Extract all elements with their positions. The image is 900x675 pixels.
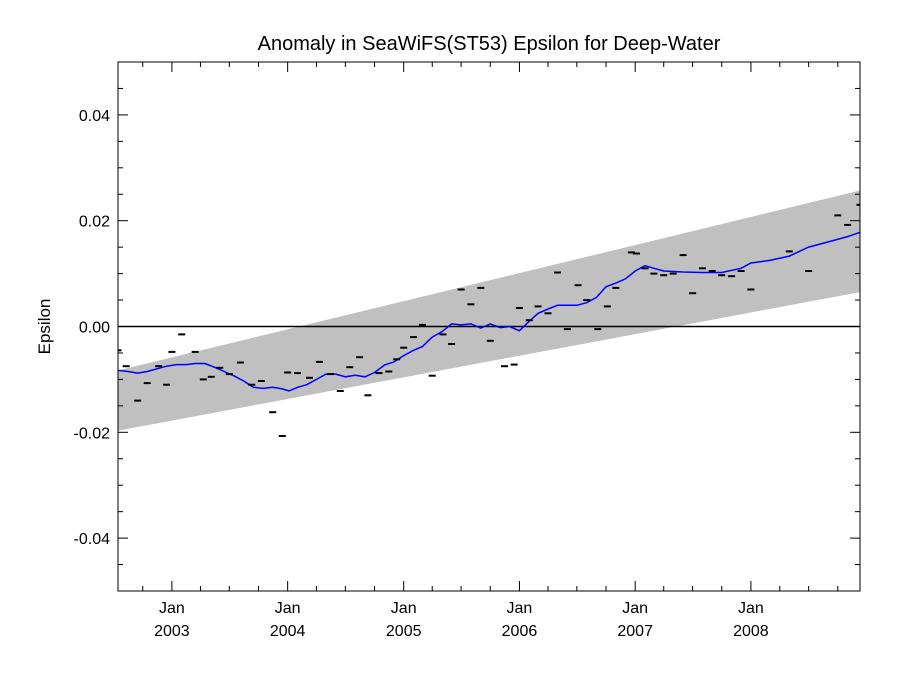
x-tick-label-year: 2007: [617, 623, 653, 640]
y-tick-label: 0.02: [79, 214, 110, 231]
x-tick-label-year: 2008: [733, 623, 769, 640]
plot-area: -0.04 -0.02 0.00 0.02 0.04 Jan 2003 Jan 2004 Jan 2…: [74, 61, 861, 640]
x-tick-label-year: 2006: [502, 623, 538, 640]
x-tick-label-month: Jan: [275, 600, 301, 617]
x-tick-label-month: Jan: [738, 600, 764, 617]
y-tick-label: 0.00: [79, 320, 110, 337]
plot-content: [118, 190, 860, 437]
x-tick-label-month: Jan: [622, 600, 648, 617]
y-tick-label: 0.04: [79, 108, 110, 125]
x-tick-label-month: Jan: [391, 600, 417, 617]
chart-title: Anomaly in SeaWiFS(ST53) Epsilon for Dee…: [258, 33, 721, 55]
y-tick-label: -0.04: [74, 531, 111, 548]
uncertainty-band: [118, 190, 860, 431]
y-axis-label: Epsilon: [35, 299, 54, 355]
trend-line: [118, 231, 860, 392]
x-tick-label-year: 2004: [270, 623, 306, 640]
x-tick-label-month: Jan: [507, 600, 533, 617]
x-tick-label-month: Jan: [159, 600, 185, 617]
x-tick-label-year: 2003: [154, 623, 190, 640]
x-tick-label-year: 2005: [386, 623, 422, 640]
y-tick-label: -0.02: [74, 425, 111, 442]
